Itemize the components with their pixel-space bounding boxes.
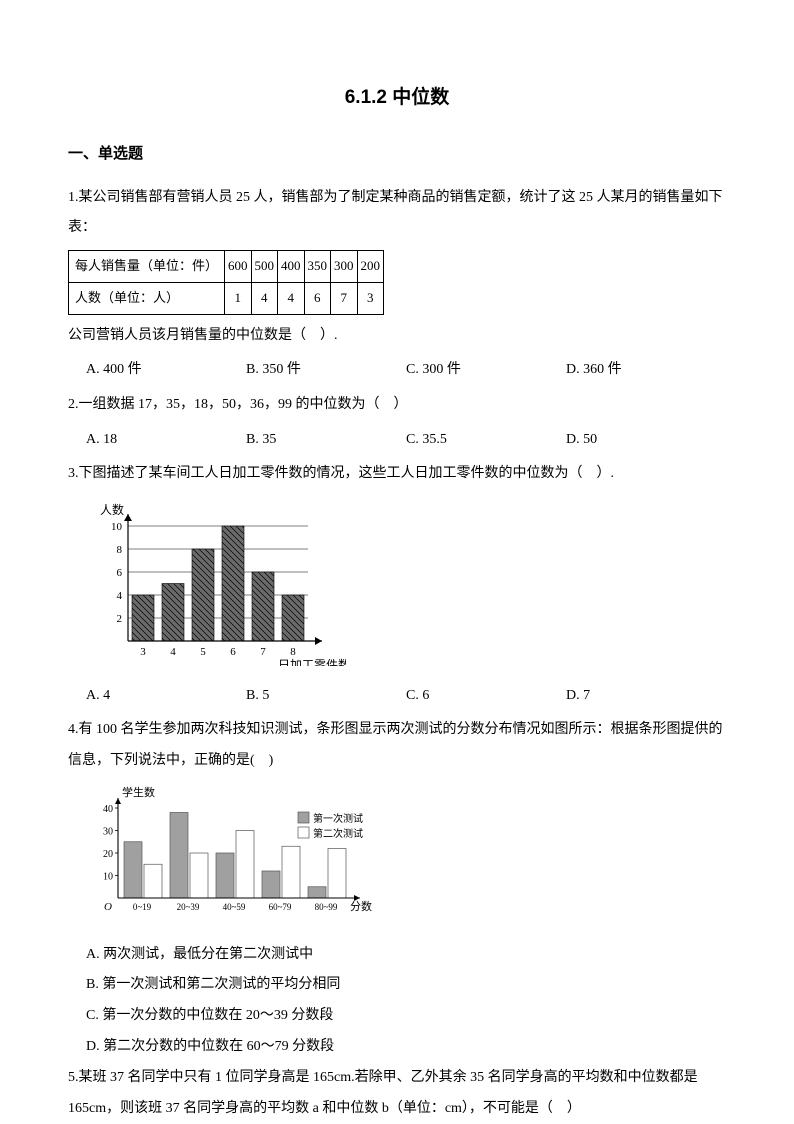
q3-options: A. 4 B. 5 C. 6 D. 7 [68, 683, 726, 710]
svg-text:10: 10 [111, 521, 123, 533]
svg-text:30: 30 [103, 826, 113, 837]
svg-text:3: 3 [140, 646, 146, 658]
svg-text:80~99: 80~99 [315, 902, 338, 912]
q3-opt-c: C. 6 [406, 683, 566, 710]
svg-text:第一次测试: 第一次测试 [313, 812, 363, 825]
svg-text:20~39: 20~39 [177, 902, 200, 912]
q4-opt-c: C. 第一次分数的中位数在 20～39 分数段 [86, 1001, 726, 1032]
q1-opt-a: A. 400 件 [86, 357, 246, 384]
q3-chart: 2 4 6 8 10 3 4 5 6 7 8 人数日加工零件数 [86, 496, 346, 666]
svg-text:日加工零件数: 日加工零件数 [278, 657, 346, 666]
q2-options: A. 18 B. 35 C. 35.5 D. 50 [68, 427, 726, 454]
svg-text:人数: 人数 [100, 502, 124, 517]
page-title: 6.1.2 中位数 [68, 80, 726, 116]
svg-text:6: 6 [230, 646, 236, 658]
q1-row1-label: 每人销售量（单位：件） [69, 251, 225, 283]
svg-text:10: 10 [103, 871, 113, 882]
q1-text: 1.某公司销售部有营销人员 25 人，销售部为了制定某种商品的销售定额，统计了这… [68, 183, 726, 245]
svg-text:4: 4 [170, 646, 176, 658]
q2-text: 2.一组数据 17，35，18，50，36，99 的中位数为（ ） [68, 390, 726, 421]
q1-opt-b: B. 350 件 [246, 357, 406, 384]
q1-row2-label: 人数（单位：人） [69, 282, 225, 314]
svg-text:学生数: 学生数 [122, 785, 155, 799]
q4-chart: 10 20 30 40 0~19 20~39 40~59 60~79 80~99 O 学生数分数 第一… [86, 783, 416, 923]
q4-opt-d: D. 第二次分数的中位数在 60～79 分数段 [86, 1032, 726, 1063]
q2-opt-d: D. 50 [566, 427, 726, 454]
q2-opt-a: A. 18 [86, 427, 246, 454]
svg-text:40~59: 40~59 [223, 902, 246, 912]
q3-opt-a: A. 4 [86, 683, 246, 710]
q4-suboptions: A. 两次测试，最低分在第二次测试中 B. 第一次测试和第二次测试的平均分相同 … [68, 940, 726, 1063]
q3-opt-d: D. 7 [566, 683, 726, 710]
svg-text:分数: 分数 [350, 900, 372, 913]
q1-options: A. 400 件 B. 350 件 C. 300 件 D. 360 件 [68, 357, 726, 384]
q1-table: 每人销售量（单位：件） 600 500 400 350 300 200 人数（单… [68, 250, 384, 314]
svg-text:O: O [104, 901, 112, 913]
svg-text:40: 40 [103, 804, 113, 815]
q1-opt-d: D. 360 件 [566, 357, 726, 384]
svg-text:第二次测试: 第二次测试 [313, 827, 363, 840]
svg-text:20: 20 [103, 849, 113, 860]
svg-text:2: 2 [117, 613, 123, 625]
q4-opt-b: B. 第一次测试和第二次测试的平均分相同 [86, 970, 726, 1001]
q4-opt-a: A. 两次测试，最低分在第二次测试中 [86, 940, 726, 971]
svg-text:8: 8 [290, 646, 296, 658]
q3-text: 3.下图描述了某车间工人日加工零件数的情况，这些工人日加工零件数的中位数为（ ）… [68, 459, 726, 490]
q3-opt-b: B. 5 [246, 683, 406, 710]
svg-text:6: 6 [117, 567, 123, 579]
q1-after: 公司营销人员该月销售量的中位数是（ ）. [68, 321, 726, 352]
q5-text: 5.某班 37 名同学中只有 1 位同学身高是 165cm.若除甲、乙外其余 3… [68, 1063, 726, 1124]
svg-text:7: 7 [260, 646, 266, 658]
q4-text: 4.有 100 名学生参加两次科技知识测试，条形图显示两次测试的分数分布情况如图… [68, 715, 726, 777]
q1-opt-c: C. 300 件 [406, 357, 566, 384]
svg-text:4: 4 [117, 590, 123, 602]
section-header: 一、单选题 [68, 140, 726, 169]
q2-opt-c: C. 35.5 [406, 427, 566, 454]
svg-text:0~19: 0~19 [133, 902, 152, 912]
q2-opt-b: B. 35 [246, 427, 406, 454]
svg-text:8: 8 [117, 544, 123, 556]
svg-text:5: 5 [200, 646, 206, 658]
svg-text:60~79: 60~79 [269, 902, 292, 912]
